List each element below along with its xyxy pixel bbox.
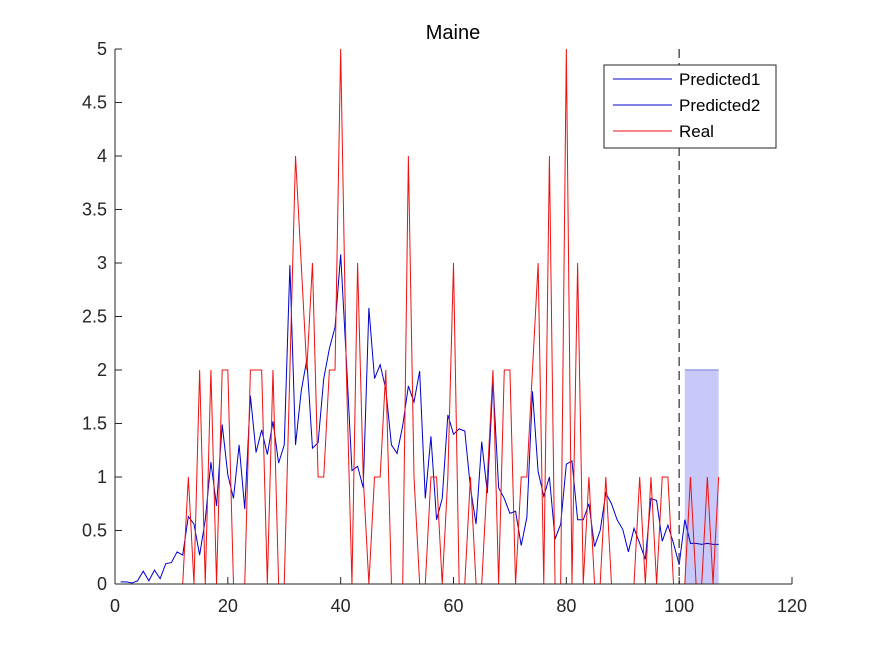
y-tick-label: 0.5	[82, 521, 107, 541]
series-line-predicted2	[684, 519, 719, 545]
x-tick-label: 0	[110, 596, 120, 616]
y-tick-label: 2	[97, 360, 107, 380]
legend-label-real: Real	[679, 122, 714, 141]
x-tick-label: 120	[777, 596, 807, 616]
y-tick-label: 2.5	[82, 307, 107, 327]
legend-label-predicted2: Predicted2	[679, 96, 760, 115]
x-tick-label: 20	[218, 596, 238, 616]
x-tick-label: 80	[556, 596, 576, 616]
y-tick-label: 3	[97, 253, 107, 273]
legend-label-predicted1: Predicted1	[679, 70, 760, 89]
y-tick-label: 4.5	[82, 93, 107, 113]
x-tick-label: 40	[331, 596, 351, 616]
legend: Predicted1 Predicted2 Real	[603, 64, 777, 149]
y-tick-label: 0	[97, 574, 107, 594]
y-tick-label: 3.5	[82, 200, 107, 220]
y-tick-label: 4	[97, 146, 107, 166]
x-tick-label: 60	[443, 596, 463, 616]
x-tick-label: 100	[664, 596, 694, 616]
chart-title: Maine	[426, 22, 480, 44]
y-tick-label: 1.5	[82, 414, 107, 434]
y-tick-label: 5	[97, 39, 107, 59]
prediction-interval-band	[684, 370, 719, 584]
y-tick-label: 1	[97, 467, 107, 487]
